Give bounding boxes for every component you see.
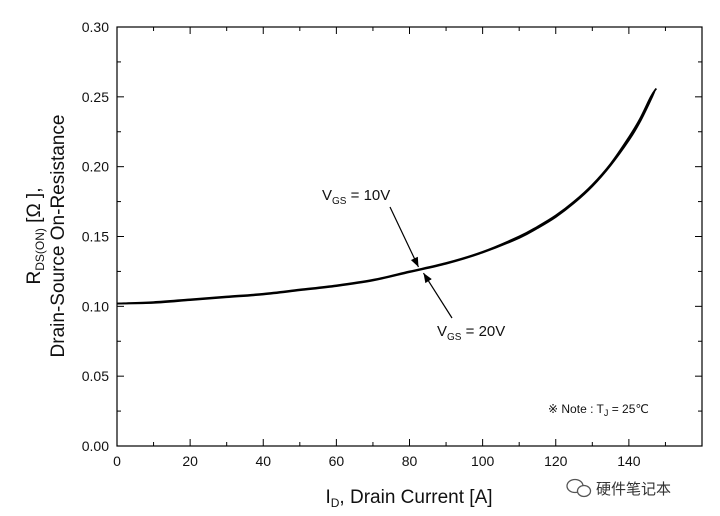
y-tick-label: 0.25 bbox=[82, 89, 109, 105]
svg-text:RDS(ON) [Ω ],: RDS(ON) [Ω ], bbox=[24, 187, 47, 284]
x-label-main: I bbox=[325, 487, 330, 508]
note-sub: J bbox=[604, 408, 609, 418]
y-axis-label: RDS(ON) [Ω ], Drain-Source On-Resistance bbox=[24, 115, 69, 358]
y-tick-label: 0.05 bbox=[82, 368, 109, 384]
annot10-main: V bbox=[322, 187, 332, 204]
annotation-vgs20: VGS = 20V bbox=[437, 323, 505, 343]
note-prefix: ※ Note : T bbox=[548, 402, 605, 416]
annot20-rest: = 20V bbox=[461, 323, 505, 340]
y-tick-label: 0.15 bbox=[82, 229, 109, 245]
annot10-rest: = 10V bbox=[346, 187, 390, 204]
wechat-icon bbox=[566, 478, 592, 498]
y-tick-label: 0.00 bbox=[82, 438, 109, 454]
annotation-vgs10: VGS = 10V bbox=[322, 187, 390, 207]
annot20-main: V bbox=[437, 323, 447, 340]
x-tick-label: 60 bbox=[329, 453, 345, 469]
watermark-text: 硬件笔记本 bbox=[596, 481, 671, 498]
series-line-vgs20 bbox=[116, 90, 656, 305]
y-label-line2: Drain-Source On-Resistance bbox=[48, 115, 69, 358]
series-layer bbox=[116, 87, 658, 305]
y-tick-label: 0.20 bbox=[82, 159, 109, 175]
y-label-rest: [Ω ], bbox=[24, 187, 45, 228]
annot10-sub: GS bbox=[332, 196, 347, 207]
x-tick-label: 100 bbox=[471, 453, 495, 469]
temperature-note: ※ Note : TJ = 25℃ bbox=[548, 402, 649, 418]
y-tick-label: 0.10 bbox=[82, 298, 109, 314]
y-tick-label: 0.30 bbox=[82, 19, 109, 35]
watermark: 硬件笔记本 bbox=[566, 478, 671, 498]
annot20-sub: GS bbox=[447, 332, 462, 343]
x-tick-label: 40 bbox=[255, 453, 271, 469]
x-tick-label: 120 bbox=[544, 453, 568, 469]
x-label-rest: , Drain Current [A] bbox=[339, 487, 492, 508]
note-rest: = 25℃ bbox=[608, 402, 649, 416]
arrow-vgs10 bbox=[389, 206, 420, 268]
arrow-vgs20 bbox=[422, 272, 453, 319]
x-tick-label: 20 bbox=[182, 453, 198, 469]
y-label-sub: DS(ON) bbox=[33, 228, 47, 271]
annotation-layer bbox=[389, 206, 453, 319]
plot-frame bbox=[116, 26, 703, 447]
x-label-sub: D bbox=[331, 496, 340, 510]
ticks-layer: 0 20 40 60 80 100 120 140 0.00 0.05 0.10 0.15 0.20 0.… bbox=[82, 19, 702, 469]
x-tick-label: 80 bbox=[402, 453, 418, 469]
x-axis-label: ID, Drain Current [A] bbox=[325, 487, 492, 510]
x-tick-label: 140 bbox=[617, 453, 641, 469]
y-label-main: R bbox=[24, 271, 45, 285]
x-tick-label: 0 bbox=[113, 453, 121, 469]
